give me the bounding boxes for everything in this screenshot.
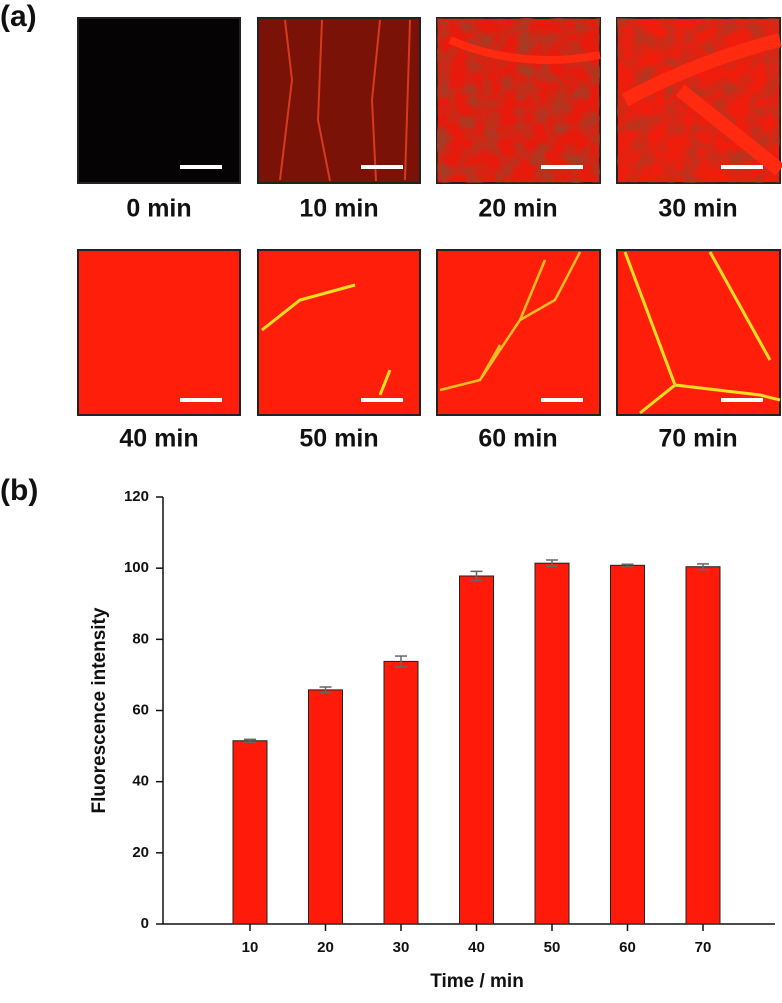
x-tick-label: 10 bbox=[242, 939, 259, 956]
micrograph bbox=[77, 249, 241, 416]
y-tick-label: 120 bbox=[124, 488, 149, 505]
micrograph bbox=[616, 249, 781, 416]
y-tick-label: 0 bbox=[141, 915, 149, 932]
x-tick-label: 70 bbox=[695, 939, 712, 956]
y-tick-label: 60 bbox=[132, 701, 149, 718]
bar bbox=[459, 575, 494, 925]
image-caption: 70 min bbox=[658, 425, 737, 453]
micrograph bbox=[257, 249, 421, 416]
image-caption: 30 min bbox=[658, 195, 737, 223]
bar bbox=[610, 564, 645, 925]
micrograph bbox=[257, 17, 421, 184]
x-tick-label: 60 bbox=[619, 939, 636, 956]
micrograph bbox=[436, 249, 601, 416]
micrograph bbox=[616, 17, 782, 184]
micrograph bbox=[77, 17, 241, 184]
image-caption: 40 min bbox=[119, 425, 198, 453]
micrograph bbox=[436, 17, 601, 184]
y-tick-label: 100 bbox=[124, 559, 149, 576]
x-axis-label: Time / min bbox=[430, 971, 524, 992]
image-caption: 0 min bbox=[126, 195, 191, 223]
panel-label: (a) bbox=[0, 0, 37, 33]
image-caption: 20 min bbox=[478, 195, 557, 223]
y-axis-label: Fluorescence intensity bbox=[89, 607, 110, 813]
image-caption: 60 min bbox=[478, 425, 557, 453]
x-tick-label: 30 bbox=[393, 939, 410, 956]
x-tick-label: 20 bbox=[317, 939, 334, 956]
x-tick-label: 40 bbox=[468, 939, 485, 956]
bar bbox=[308, 689, 343, 925]
y-tick-label: 40 bbox=[132, 773, 149, 790]
bar bbox=[383, 660, 419, 925]
bar bbox=[232, 740, 268, 925]
image-caption: 50 min bbox=[299, 425, 378, 453]
panel-label: (b) bbox=[0, 474, 38, 507]
image-caption: 10 min bbox=[299, 195, 378, 223]
y-tick-label: 20 bbox=[132, 844, 149, 861]
bar bbox=[534, 562, 570, 925]
bar bbox=[685, 566, 721, 925]
x-tick-label: 50 bbox=[544, 939, 561, 956]
y-tick-label: 80 bbox=[132, 630, 149, 647]
